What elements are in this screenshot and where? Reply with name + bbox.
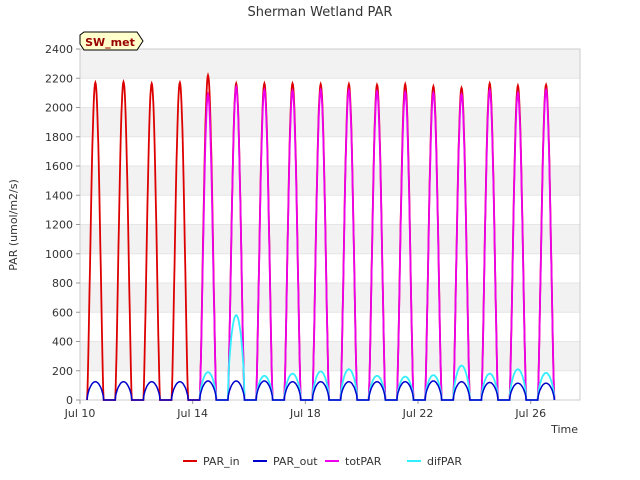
y-axis-ticks: 0 200 400 600 800 1000 1200 1400 1600 1800 2000 220… [45,43,80,407]
series-line-difpar [198,314,556,401]
y-tick-label: 2000 [45,102,73,115]
site-tag-text: SW_met [85,36,135,49]
legend-label: difPAR [427,455,462,468]
site-tag-box [79,31,144,51]
x-tick-label: Jul 10 [64,407,96,420]
series-line-par-out [86,380,556,401]
y-tick-label: 0 [66,394,73,407]
y-tick-label: 800 [52,277,73,290]
y-axis-label: PAR (umol/m2/s) [7,179,20,271]
y-tick-label: 2200 [45,72,73,85]
y-tick-label: 1200 [45,219,73,232]
x-axis-ticks: Jul 10 Jul 14 Jul 18 Jul 22 Jul 26 [64,400,546,420]
y-tick-label: 1600 [45,160,73,173]
x-axis-label: Time [550,423,578,436]
x-tick-label: Jul 14 [176,407,208,420]
chart-title: Sherman Wetland PAR [248,5,393,20]
legend-label: PAR_in [203,455,240,468]
legend: PAR_in PAR_out totPAR difPAR [183,455,462,468]
grid-band [80,49,580,79]
y-tick-label: 600 [52,306,73,319]
series-line-totpar [198,83,556,401]
y-tick-label: 1800 [45,131,73,144]
grid-band [80,166,580,196]
y-tick-label: 1400 [45,189,73,202]
x-tick-label: Jul 18 [289,407,321,420]
site-tag: SW_met [79,31,144,51]
grid-band [80,107,580,137]
y-tick-label: 200 [52,365,73,378]
series-lines [86,72,556,401]
grid-band [80,283,580,313]
grid-band [80,224,580,254]
y-tick-label: 400 [52,336,73,349]
grid-bands [80,49,580,401]
y-tick-label: 1000 [45,248,73,261]
legend-label: PAR_out [273,455,318,468]
legend-label: totPAR [345,455,382,468]
y-tick-label: 2400 [45,43,73,56]
grid-band [80,341,580,371]
x-tick-label: Jul 26 [514,407,546,420]
x-tick-label: Jul 22 [402,407,434,420]
